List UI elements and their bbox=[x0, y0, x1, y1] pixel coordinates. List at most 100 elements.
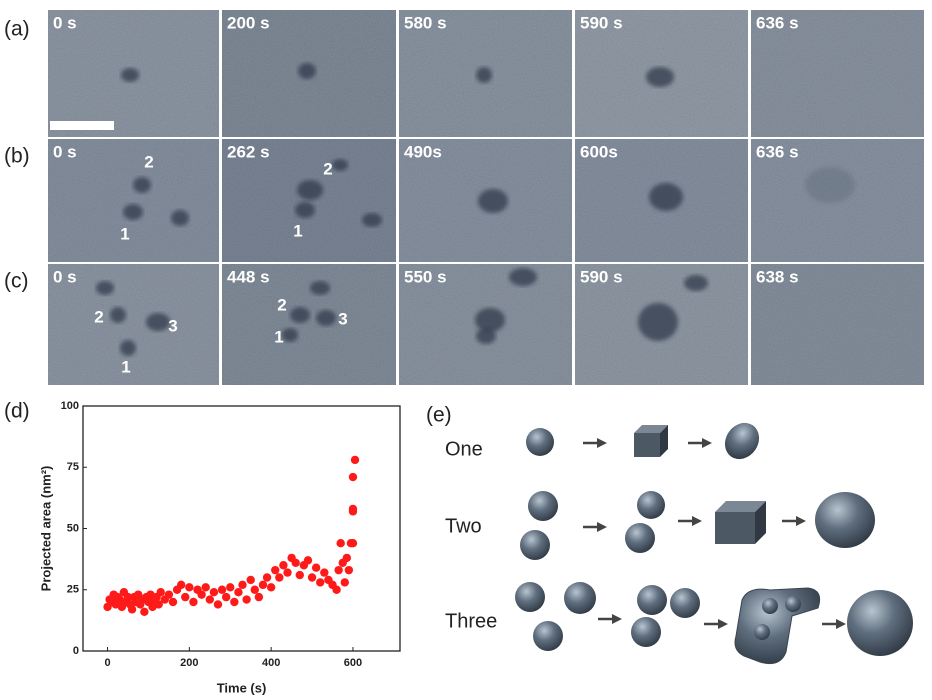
y-tick-label: 75 bbox=[67, 461, 79, 473]
particle-number: 3 bbox=[338, 309, 347, 328]
fused-cluster bbox=[734, 587, 821, 665]
data-point bbox=[258, 580, 268, 590]
data-point bbox=[348, 504, 358, 514]
x-tick-label: 200 bbox=[180, 657, 198, 669]
particle bbox=[476, 328, 496, 344]
arrow-head bbox=[597, 438, 607, 448]
data-point bbox=[217, 585, 227, 594]
sphere bbox=[564, 582, 596, 614]
particle bbox=[123, 204, 143, 220]
particle bbox=[332, 159, 348, 171]
data-point bbox=[307, 573, 317, 582]
particle-number: 1 bbox=[120, 224, 129, 243]
panel-label: (b) bbox=[4, 145, 30, 168]
particle bbox=[310, 281, 330, 295]
data-point bbox=[242, 595, 251, 604]
particle bbox=[646, 67, 674, 87]
plot-frame bbox=[82, 405, 401, 652]
data-point bbox=[181, 592, 190, 602]
data-point bbox=[342, 553, 352, 563]
arrow-head bbox=[836, 619, 846, 629]
particle bbox=[290, 307, 310, 323]
time-label: 638 s bbox=[756, 267, 799, 286]
sphere bbox=[520, 530, 550, 560]
time-label: 448 s bbox=[227, 267, 270, 286]
cube-front bbox=[634, 433, 660, 457]
schematic: One Two Three bbox=[445, 422, 913, 665]
arrow-head bbox=[612, 614, 622, 624]
data-point bbox=[348, 539, 358, 548]
data-point bbox=[164, 590, 174, 599]
particle-number: 2 bbox=[323, 159, 332, 178]
time-label: 550 s bbox=[404, 267, 447, 286]
row-label: One bbox=[445, 438, 483, 460]
panel-label: (e) bbox=[426, 404, 452, 427]
sphere bbox=[762, 598, 778, 614]
sphere bbox=[625, 523, 655, 553]
time-label: 200 s bbox=[227, 13, 270, 32]
particle-number: 3 bbox=[168, 316, 177, 335]
particle bbox=[478, 189, 508, 213]
data-point bbox=[234, 588, 243, 597]
sphere bbox=[528, 491, 558, 521]
data-point bbox=[226, 583, 235, 592]
micrograph-frame: 636 s bbox=[751, 139, 924, 262]
particle bbox=[295, 202, 315, 218]
data-point bbox=[246, 575, 255, 585]
micrograph-frame: 550 s bbox=[399, 264, 572, 385]
data-point bbox=[254, 592, 264, 602]
data-point bbox=[201, 583, 210, 592]
arrow-head bbox=[692, 516, 702, 526]
cube-front bbox=[715, 512, 755, 544]
cube-top bbox=[715, 501, 766, 512]
micrograph-frame: 0 s bbox=[48, 10, 219, 137]
particle-number: 1 bbox=[274, 327, 283, 346]
particle bbox=[120, 340, 136, 356]
particle bbox=[121, 68, 139, 82]
data-point bbox=[156, 588, 165, 597]
time-label: 490s bbox=[404, 142, 442, 161]
particle bbox=[282, 328, 298, 342]
particle bbox=[298, 63, 316, 79]
frame-noise bbox=[48, 264, 219, 385]
time-label: 590 s bbox=[580, 267, 623, 286]
data-point bbox=[209, 588, 219, 597]
y-tick-label: 25 bbox=[67, 584, 79, 596]
panel-label: (d) bbox=[4, 400, 30, 423]
data-point bbox=[275, 573, 284, 582]
micrograph-frame: 636 s bbox=[751, 10, 924, 137]
ellipsoid bbox=[724, 422, 760, 460]
sphere bbox=[847, 590, 913, 656]
x-tick-label: 400 bbox=[262, 657, 280, 669]
sphere bbox=[637, 585, 667, 615]
particle bbox=[96, 281, 114, 295]
scale-bar bbox=[50, 121, 114, 130]
sphere bbox=[515, 582, 545, 612]
data-point bbox=[262, 573, 272, 582]
data-point bbox=[250, 585, 259, 594]
x-tick-label: 0 bbox=[104, 657, 110, 669]
sphere bbox=[631, 617, 661, 647]
cube-top bbox=[634, 425, 668, 433]
data-point bbox=[283, 568, 292, 577]
data-point bbox=[168, 597, 178, 607]
time-label: 0 s bbox=[53, 142, 77, 161]
data-point bbox=[320, 568, 329, 577]
data-point bbox=[344, 565, 354, 575]
y-axis-label: Projected area (nm²) bbox=[38, 466, 53, 592]
sphere bbox=[637, 491, 665, 519]
micrograph-frame: 590 s bbox=[575, 264, 748, 385]
data-point bbox=[295, 570, 304, 580]
data-point bbox=[127, 605, 137, 614]
data-point bbox=[154, 600, 163, 609]
particle-number: 1 bbox=[293, 221, 302, 240]
sphere bbox=[785, 596, 801, 612]
particle bbox=[146, 313, 170, 331]
time-label: 262 s bbox=[227, 142, 270, 161]
data-point bbox=[213, 600, 223, 609]
micrograph-frame: 200 s bbox=[222, 10, 396, 137]
data-point bbox=[185, 583, 194, 592]
data-point bbox=[332, 585, 341, 594]
particle-number: 2 bbox=[144, 152, 153, 171]
